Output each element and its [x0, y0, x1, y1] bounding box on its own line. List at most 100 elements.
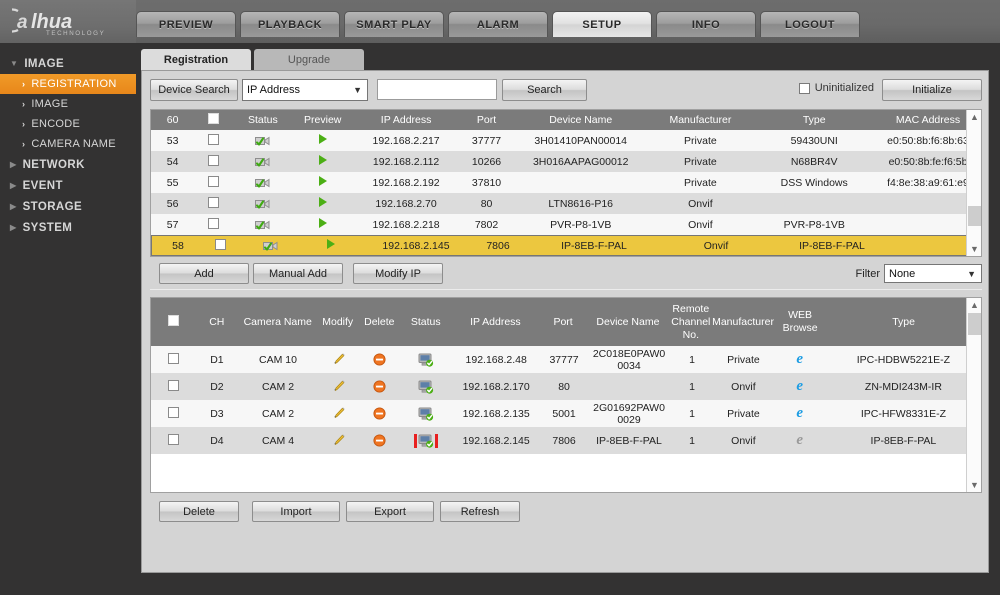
row-checkbox[interactable]: [200, 238, 240, 253]
sidebar-item-camera-name[interactable]: › CAMERA NAME: [0, 134, 136, 154]
device-search-button[interactable]: Device Search: [150, 79, 238, 101]
row-checkbox[interactable]: [194, 175, 233, 190]
status-cell[interactable]: [233, 155, 292, 167]
modify-cell[interactable]: [318, 407, 359, 420]
scrollbar-thumb[interactable]: [968, 313, 981, 335]
row-checkbox-box[interactable]: [208, 196, 220, 208]
monitor-check-icon[interactable]: [418, 380, 434, 394]
scrollbar-thumb[interactable]: [968, 206, 981, 226]
scroll-down-arrow-icon[interactable]: ▼: [970, 244, 979, 254]
scroll-down-arrow-icon[interactable]: ▼: [970, 480, 979, 490]
added-row[interactable]: D3 CAM 2 192.168.2.135 5001 2G01692PAW0 0029 1…: [151, 400, 981, 427]
modify-cell[interactable]: [318, 380, 359, 393]
play-icon[interactable]: [318, 176, 327, 186]
pencil-icon[interactable]: [332, 407, 345, 420]
nav-tab-preview[interactable]: PREVIEW: [136, 11, 236, 37]
status-cell[interactable]: [233, 134, 292, 146]
ie-browser-icon[interactable]: e: [796, 353, 803, 366]
camera-check-icon[interactable]: [262, 240, 278, 252]
added-table-scrollbar[interactable]: ▲ ▼: [966, 298, 981, 492]
preview-cell[interactable]: [300, 239, 362, 252]
row-checkbox-box[interactable]: [214, 238, 226, 250]
delete-cell[interactable]: [359, 407, 402, 420]
nav-tab-playback[interactable]: PLAYBACK: [240, 11, 340, 37]
search-input[interactable]: [377, 79, 497, 100]
ie-browser-icon[interactable]: e: [796, 434, 803, 447]
select-all-checkbox-box[interactable]: [167, 314, 179, 326]
delete-cell[interactable]: [359, 353, 402, 366]
delete-button[interactable]: Delete: [159, 501, 239, 522]
ie-browser-icon[interactable]: e: [796, 407, 803, 420]
nav-tab-smart-play[interactable]: SMART PLAY: [344, 11, 444, 37]
added-row[interactable]: D4 CAM 4 192.168.2.145 7806 IP-8EB-F-PAL 1 Onv…: [151, 427, 981, 454]
delete-circle-icon[interactable]: [373, 353, 386, 366]
nav-tab-setup[interactable]: SETUP: [552, 11, 652, 37]
camera-check-icon[interactable]: [255, 219, 270, 231]
monitor-check-icon[interactable]: [414, 433, 439, 448]
web-browse-cell[interactable]: e: [773, 434, 825, 447]
discovered-row[interactable]: 58 192.168.2.145 7806 IP-8EB-F-PAL Onvif IP-8…: [151, 235, 981, 256]
row-checkbox[interactable]: [151, 406, 196, 421]
status-cell[interactable]: [401, 380, 451, 394]
row-checkbox-box[interactable]: [208, 154, 220, 166]
status-cell[interactable]: [233, 197, 292, 209]
discovered-table-scrollbar[interactable]: ▲ ▼: [966, 110, 981, 256]
play-icon[interactable]: [318, 134, 327, 144]
play-icon[interactable]: [318, 197, 327, 207]
camera-check-icon[interactable]: [255, 156, 270, 168]
pencil-icon[interactable]: [332, 353, 345, 366]
preview-cell[interactable]: [292, 197, 353, 210]
sidebar-item-encode[interactable]: › ENCODE: [0, 114, 136, 134]
web-browse-cell[interactable]: e: [773, 353, 825, 366]
sidebar-group-network[interactable]: ▶ NETWORK: [0, 154, 136, 175]
nav-tab-info[interactable]: INFO: [656, 11, 756, 37]
scroll-up-arrow-icon[interactable]: ▲: [970, 300, 979, 310]
preview-cell[interactable]: [292, 134, 353, 147]
web-browse-cell[interactable]: e: [773, 407, 825, 420]
sidebar-group-image[interactable]: ▼ IMAGE: [0, 53, 136, 74]
delete-circle-icon[interactable]: [373, 407, 386, 420]
monitor-check-icon[interactable]: [418, 353, 434, 367]
filter-select[interactable]: None ▼: [884, 264, 982, 283]
scroll-up-arrow-icon[interactable]: ▲: [970, 112, 979, 122]
row-checkbox[interactable]: [151, 352, 196, 367]
select-all-checkbox[interactable]: [194, 113, 233, 127]
preview-cell[interactable]: [292, 218, 353, 231]
import-button[interactable]: Import: [252, 501, 340, 522]
status-cell[interactable]: [233, 218, 292, 230]
uninitialized-checkbox[interactable]: [798, 82, 810, 94]
discovered-row[interactable]: 57 192.168.2.218 7802 PVR-P8-1VB Onvif PVR-P8…: [151, 214, 981, 235]
status-cell[interactable]: [240, 239, 300, 251]
discovered-row[interactable]: 53 192.168.2.217 37777 3H01410PAN00014 Priva…: [151, 130, 981, 151]
row-checkbox[interactable]: [194, 217, 233, 232]
refresh-button[interactable]: Refresh: [440, 501, 520, 522]
modify-cell[interactable]: [318, 434, 359, 447]
camera-check-icon[interactable]: [255, 135, 270, 147]
monitor-check-icon[interactable]: [418, 407, 434, 421]
row-checkbox[interactable]: [194, 154, 233, 169]
row-checkbox[interactable]: [151, 433, 196, 448]
delete-circle-icon[interactable]: [373, 380, 386, 393]
status-cell[interactable]: [401, 433, 451, 448]
nav-tab-logout[interactable]: LOGOUT: [760, 11, 860, 37]
web-browse-cell[interactable]: e: [773, 380, 825, 393]
discovered-row[interactable]: 55 192.168.2.192 37810 Private DSS Windows f4…: [151, 172, 981, 193]
sub-tab-upgrade[interactable]: Upgrade: [254, 49, 364, 70]
added-row[interactable]: D1 CAM 10 192.168.2.48 37777 2C018E0PAW0 0034…: [151, 346, 981, 373]
ie-browser-icon[interactable]: e: [796, 380, 803, 393]
row-checkbox[interactable]: [194, 196, 233, 211]
preview-cell[interactable]: [292, 155, 353, 168]
preview-cell[interactable]: [292, 176, 353, 189]
camera-check-icon[interactable]: [255, 198, 270, 210]
sidebar-group-event[interactable]: ▶ EVENT: [0, 175, 136, 196]
status-cell[interactable]: [401, 407, 451, 421]
delete-cell[interactable]: [359, 434, 402, 447]
play-icon[interactable]: [327, 239, 335, 249]
discovered-row[interactable]: 54 192.168.2.112 10266 3H016AAPAG00012 Priva…: [151, 151, 981, 172]
search-field-select[interactable]: IP Address ▼: [242, 79, 368, 101]
camera-check-icon[interactable]: [255, 177, 270, 189]
select-all-checkbox-box[interactable]: [208, 113, 220, 124]
select-all-checkbox[interactable]: [151, 314, 196, 330]
row-checkbox-box[interactable]: [167, 406, 179, 418]
nav-tab-alarm[interactable]: ALARM: [448, 11, 548, 37]
